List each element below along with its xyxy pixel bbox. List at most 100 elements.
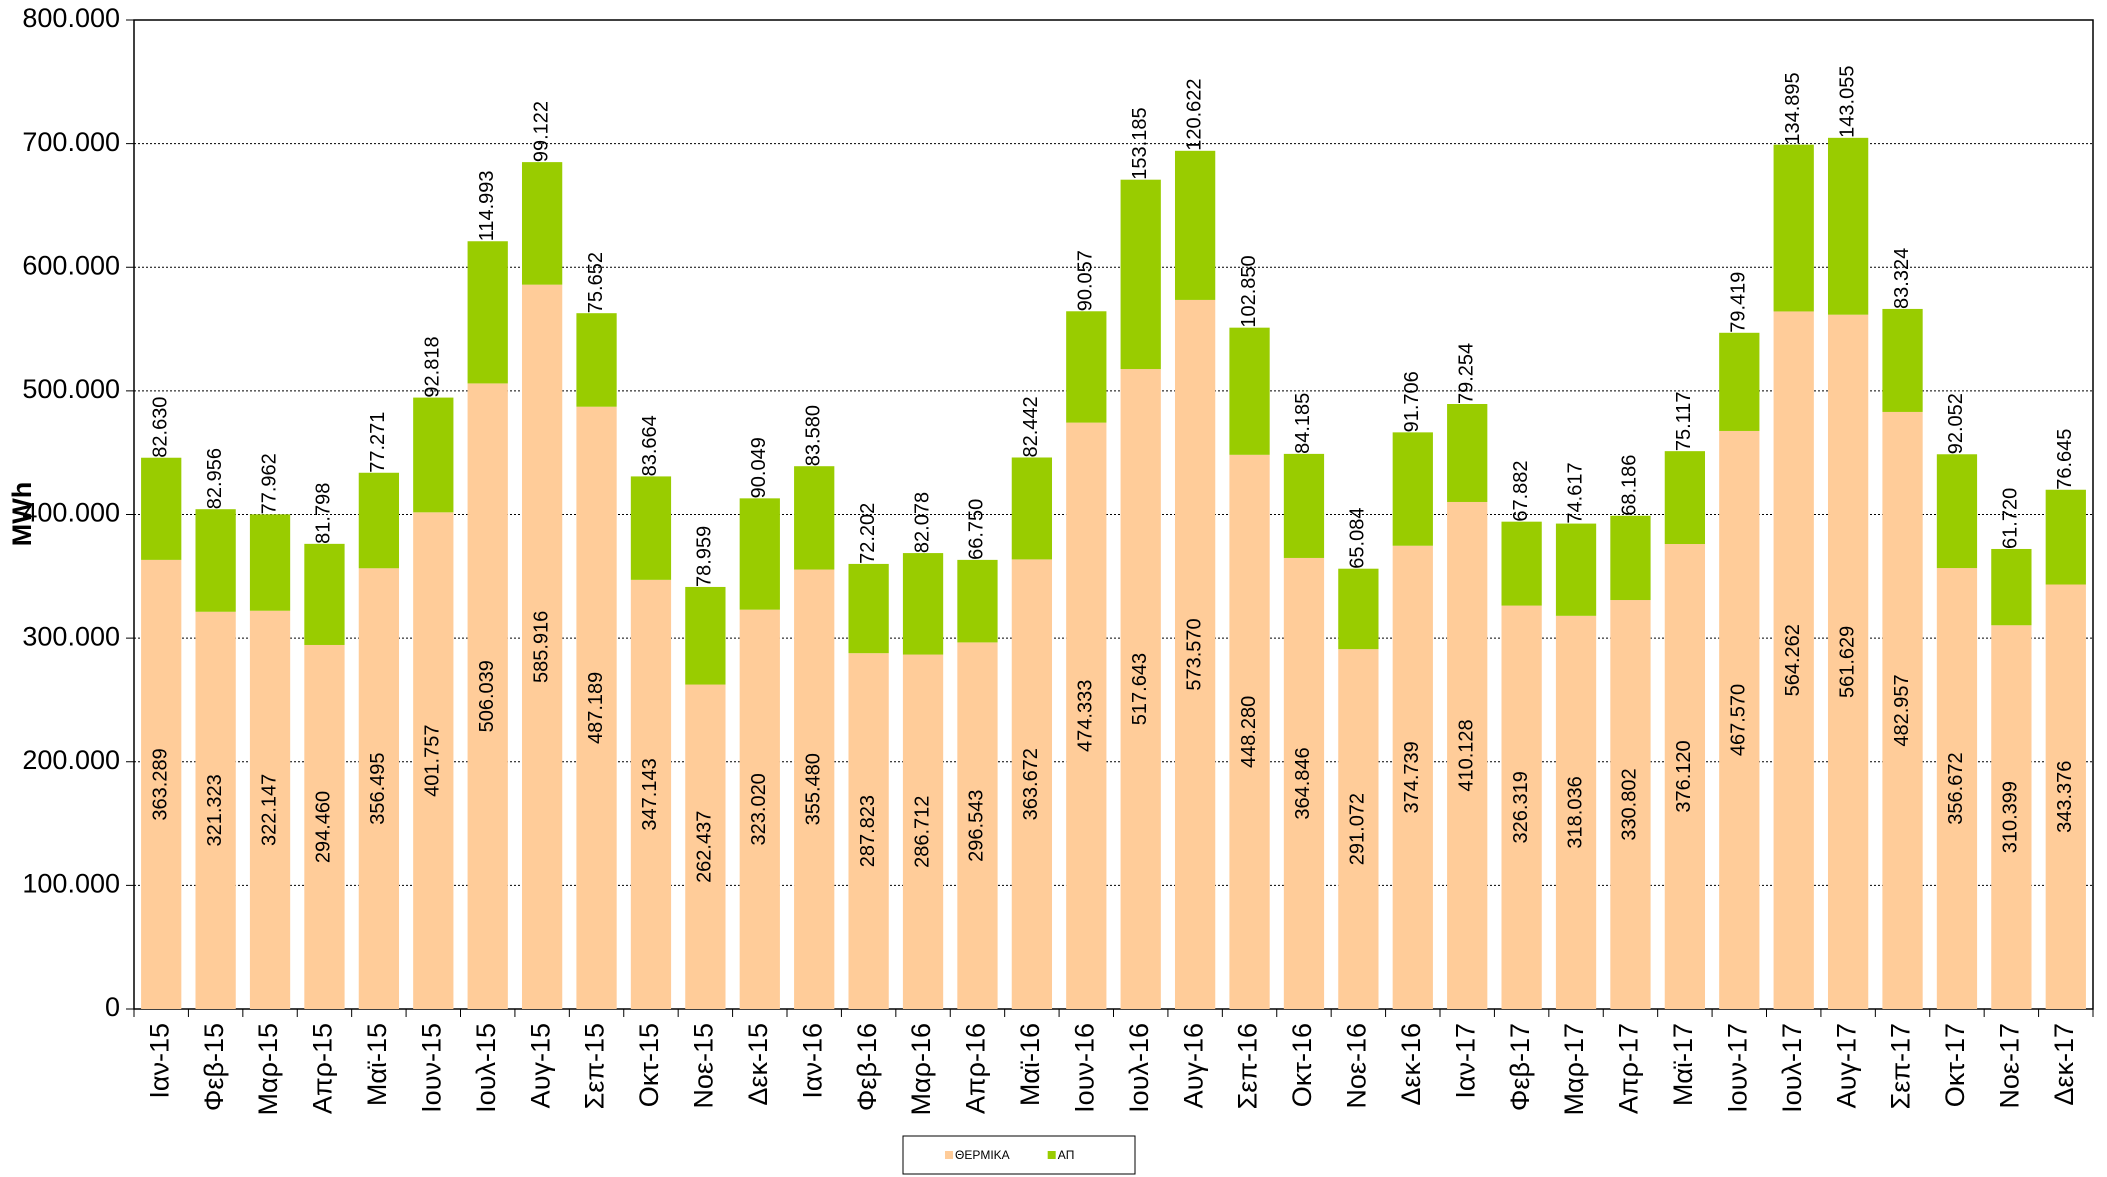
bar-segment bbox=[1882, 411, 1923, 1009]
data-label: 134.895 bbox=[1782, 72, 1804, 144]
y-tick-label: 400.000 bbox=[22, 498, 120, 528]
data-label: 330.802 bbox=[1619, 768, 1641, 840]
bar-segment bbox=[2045, 584, 2086, 1009]
data-label: 83.580 bbox=[802, 405, 824, 466]
bar-segment bbox=[957, 559, 998, 643]
data-label: 374.739 bbox=[1401, 741, 1423, 813]
bar-segment bbox=[358, 472, 400, 569]
y-tick-label: 800.000 bbox=[22, 3, 120, 33]
x-tick-label: Οκτ-17 bbox=[1940, 1023, 1970, 1107]
bar-segment bbox=[1066, 311, 1107, 423]
bar-segment bbox=[848, 563, 889, 654]
x-tick-label: Απρ-16 bbox=[961, 1023, 991, 1114]
data-label: 294.460 bbox=[313, 791, 335, 863]
bar-segment bbox=[1773, 311, 1814, 1009]
data-label: 356.672 bbox=[1945, 752, 1967, 824]
legend-swatch bbox=[945, 1151, 953, 1159]
data-label: 114.993 bbox=[476, 170, 498, 241]
x-tick-label: Ιαν-17 bbox=[1450, 1023, 1480, 1099]
y-tick-label: 500.000 bbox=[22, 374, 120, 404]
data-label: 84.185 bbox=[1292, 393, 1314, 454]
x-tick-label: Ιουν-16 bbox=[1069, 1023, 1099, 1113]
data-label: 564.262 bbox=[1782, 624, 1804, 696]
bar-segment bbox=[141, 457, 182, 560]
x-tick-label: Απρ-15 bbox=[308, 1023, 338, 1114]
y-tick-label: 0 bbox=[105, 992, 120, 1022]
x-tick-label: Φεβ-15 bbox=[199, 1023, 229, 1111]
data-label: 77.962 bbox=[258, 453, 280, 514]
data-label: 287.823 bbox=[857, 795, 879, 867]
data-label: 401.757 bbox=[422, 725, 444, 797]
bar-segment bbox=[1066, 422, 1107, 1009]
x-tick-label: Οκτ-16 bbox=[1287, 1023, 1317, 1107]
data-label: 318.036 bbox=[1564, 776, 1586, 848]
y-tick-label: 200.000 bbox=[22, 745, 120, 775]
data-label: 310.399 bbox=[2000, 781, 2022, 853]
x-tick-label: Ιαν-15 bbox=[144, 1023, 174, 1099]
x-tick-label: Μαϊ-16 bbox=[1015, 1023, 1045, 1106]
y-tick-label: 300.000 bbox=[22, 621, 120, 651]
data-label: 321.323 bbox=[204, 774, 226, 846]
data-label: 364.846 bbox=[1292, 747, 1314, 819]
bar-segment bbox=[467, 241, 508, 384]
x-tick-label: Μαρ-15 bbox=[253, 1023, 283, 1115]
bar-segment bbox=[1664, 544, 1706, 1009]
bar-segment bbox=[1120, 369, 1161, 1009]
x-tick-label: Σεπ-15 bbox=[580, 1023, 610, 1109]
data-label: 153.185 bbox=[1129, 107, 1151, 179]
x-tick-label: Αυγ-17 bbox=[1831, 1023, 1861, 1108]
bar-segment bbox=[1719, 430, 1760, 1010]
bar-segment bbox=[1664, 451, 1706, 545]
bar-segment bbox=[1392, 432, 1433, 546]
bar-segment bbox=[1011, 457, 1053, 560]
x-tick-label: Νοε-17 bbox=[1995, 1023, 2025, 1109]
data-label: 65.084 bbox=[1347, 508, 1369, 569]
bar-segment bbox=[304, 543, 345, 645]
data-label: 77.271 bbox=[367, 412, 389, 473]
bar-segment bbox=[1991, 625, 2032, 1009]
bar-segment bbox=[576, 313, 617, 407]
bar-segment bbox=[141, 559, 182, 1009]
bar-segment bbox=[195, 509, 236, 612]
bar-segment bbox=[794, 466, 835, 570]
data-label: 92.052 bbox=[1945, 393, 1967, 454]
data-label: 74.617 bbox=[1564, 462, 1586, 523]
bar-segment bbox=[304, 644, 345, 1009]
data-label: 67.882 bbox=[1510, 460, 1532, 521]
x-tick-label: Νοε-15 bbox=[689, 1023, 719, 1109]
legend-label: ΑΠ bbox=[1058, 1148, 1075, 1162]
bar-segment bbox=[249, 610, 291, 1009]
bar-segment bbox=[848, 653, 889, 1009]
data-label: 92.818 bbox=[422, 336, 444, 397]
bar-segment bbox=[902, 553, 944, 655]
bar-segment bbox=[1229, 327, 1270, 455]
x-tick-label: Δεκ-16 bbox=[1396, 1023, 1426, 1106]
bar-segment bbox=[1392, 545, 1433, 1009]
data-label: 102.850 bbox=[1238, 255, 1260, 327]
y-tick-label: 100.000 bbox=[22, 869, 120, 899]
bar-segment bbox=[630, 579, 672, 1009]
bar-segment bbox=[1936, 454, 1978, 569]
x-tick-label: Μαϊ-17 bbox=[1668, 1023, 1698, 1106]
data-label: 79.419 bbox=[1728, 272, 1750, 333]
bar-segment bbox=[1174, 150, 1216, 300]
data-label: 322.147 bbox=[258, 774, 280, 846]
bar-segment bbox=[1501, 605, 1542, 1009]
bar-segment bbox=[1936, 568, 1978, 1009]
data-label: 72.202 bbox=[857, 503, 879, 564]
x-tick-label: Οκτ-15 bbox=[634, 1023, 664, 1107]
x-tick-label: Απρ-17 bbox=[1614, 1023, 1644, 1114]
bar-segment bbox=[1555, 615, 1597, 1009]
data-label: 143.055 bbox=[1836, 66, 1858, 138]
x-tick-label: Ιουν-17 bbox=[1722, 1023, 1752, 1113]
data-label: 561.629 bbox=[1836, 626, 1858, 698]
data-label: 506.039 bbox=[476, 660, 498, 732]
data-label: 82.956 bbox=[204, 448, 226, 509]
bar-segment bbox=[1011, 559, 1053, 1009]
bar-segment bbox=[1283, 557, 1325, 1009]
data-label: 78.959 bbox=[694, 526, 716, 587]
data-label: 363.672 bbox=[1020, 748, 1042, 820]
data-label: 355.480 bbox=[802, 753, 824, 825]
legend-swatch bbox=[1047, 1151, 1056, 1159]
